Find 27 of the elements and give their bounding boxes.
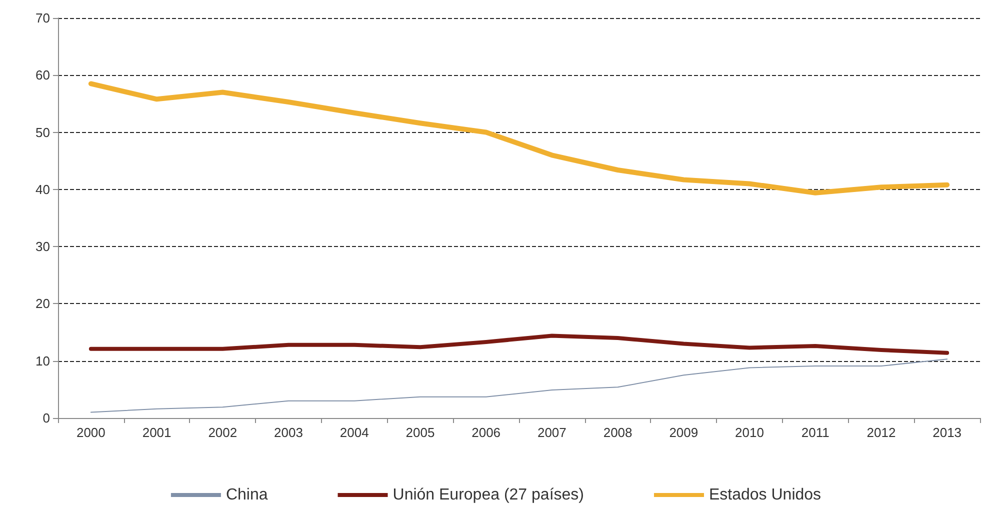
x-tick-label: 2004 — [340, 425, 369, 440]
y-tick-label: 70 — [36, 10, 50, 26]
x-tick-label: 2006 — [472, 425, 501, 440]
x-tick-label: 2009 — [669, 425, 698, 440]
line-series — [90, 358, 948, 413]
x-tick-label: 2008 — [603, 425, 632, 440]
y-tick-label: 20 — [36, 296, 50, 312]
x-tick-label: 2001 — [142, 425, 172, 440]
y-tick-label: 0 — [42, 410, 50, 426]
x-tick-label: 2002 — [208, 425, 238, 440]
line-series — [88, 334, 950, 355]
y-tick-label: 10 — [36, 353, 50, 368]
y-tick-label: 50 — [36, 124, 50, 140]
x-tick-label: 2007 — [537, 425, 566, 440]
x-tick-label: 2003 — [274, 425, 303, 440]
y-tick-label: 60 — [36, 68, 50, 83]
x-tick-label: 2013 — [932, 425, 962, 440]
y-tick-label: 30 — [36, 239, 50, 254]
y-tick-label: 40 — [36, 182, 50, 197]
legend-label: Estados Unidos — [708, 486, 822, 504]
legend-label: Unión Europea (27 países) — [392, 486, 584, 504]
x-tick-label: 2005 — [406, 425, 435, 440]
x-tick-label: 2011 — [801, 425, 830, 440]
x-tick-label: 2012 — [866, 425, 896, 440]
x-tick-label: 2010 — [735, 425, 764, 440]
x-tick-label: 2000 — [76, 425, 106, 440]
legend-label: China — [226, 486, 268, 504]
